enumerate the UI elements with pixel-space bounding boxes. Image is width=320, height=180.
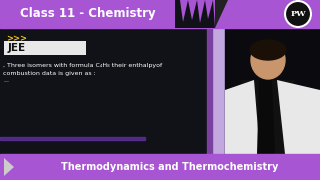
Bar [0, 137, 145, 140]
Bar [225, 24, 320, 154]
Text: Class 11 - Chemistry: Class 11 - Chemistry [20, 8, 156, 21]
Text: , Three isomers with formula C₄H₈ their enthalpyof: , Three isomers with formula C₄H₈ their … [3, 62, 162, 68]
Text: >>>: >>> [6, 35, 27, 44]
Text: Thermodynamics and Thermochemistry: Thermodynamics and Thermochemistry [61, 162, 279, 172]
Bar [0, 154, 320, 180]
Polygon shape [241, 80, 295, 154]
Circle shape [285, 1, 311, 27]
Text: JEE: JEE [8, 43, 26, 53]
Polygon shape [257, 80, 275, 154]
Polygon shape [175, 0, 215, 28]
Polygon shape [225, 80, 260, 154]
Ellipse shape [250, 40, 286, 60]
Text: ...: ... [3, 78, 9, 84]
Text: PW: PW [290, 10, 306, 18]
Bar [210, 28, 320, 154]
Polygon shape [215, 0, 228, 28]
Ellipse shape [251, 41, 285, 79]
FancyBboxPatch shape [4, 41, 86, 55]
Polygon shape [4, 158, 14, 176]
Bar [207, 28, 212, 154]
Polygon shape [277, 80, 320, 154]
Text: combustion data is given as :: combustion data is given as : [3, 71, 96, 75]
Bar [0, 0, 320, 28]
